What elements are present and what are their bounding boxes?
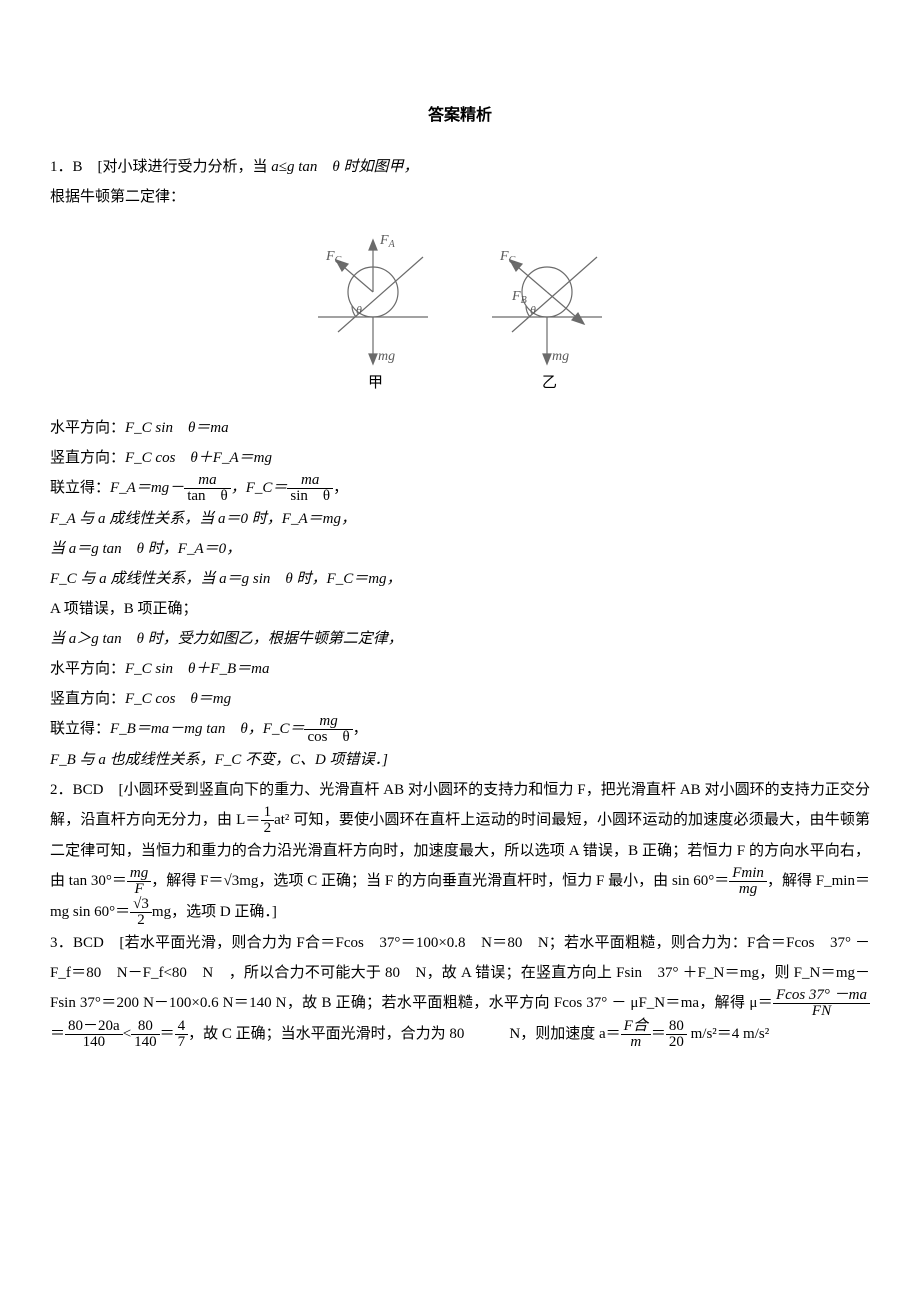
frac-den: 7 [175, 1035, 189, 1050]
q1-fb-text: F_B 与 a 也成线性关系，F_C 不变，C、D 项错误．] [50, 752, 388, 768]
frac-num: ma [287, 473, 333, 489]
q1-horiz-eq: F_C sin θ＝ma [125, 420, 229, 436]
q1-vert-eq: F_C cos θ＋F_A＝mg [125, 450, 272, 466]
q3-eq2: ＝ [160, 1026, 175, 1042]
frac-ma-tan: matan θ [184, 473, 231, 504]
frac-num: ma [184, 473, 231, 489]
frac-mu2: 80－20a140 [65, 1019, 123, 1050]
q1-horiz-label: 水平方向： [50, 420, 125, 436]
q2-after2: ，解得 F＝√3mg，选项 C 正确；当 F 的方向垂直光滑直杆时，恒力 F 最… [151, 873, 729, 889]
frac-a1: F合m [621, 1019, 651, 1050]
q1-fc-pre: ，F_C＝ [231, 480, 288, 496]
frac-den: cos θ [304, 730, 352, 745]
q1-cond1: a≤g tan θ 时如图甲， [271, 159, 418, 175]
frac-fmin-mg: Fminmg [729, 866, 767, 897]
frac-num: 80 [131, 1019, 160, 1035]
q1-opening: 1．B [对小球进行受力分析，当 [50, 159, 271, 175]
q1-tail2: ， [353, 721, 368, 737]
label-mg-left: mg [378, 349, 395, 364]
q1-vert2-label: 竖直方向： [50, 691, 125, 707]
q1-lianli-label: 联立得： [50, 480, 110, 496]
frac-den: mg [729, 882, 767, 897]
page-title: 答案精析 [50, 100, 870, 132]
q1-line-2: 根据牛顿第二定律： [50, 182, 870, 212]
q1-fc-lin: F_C 与 a 成线性关系，当 a＝g sin θ 时，F_C＝mg， [50, 564, 870, 594]
q1-vert2: 竖直方向：F_C cos θ＝mg [50, 684, 870, 714]
frac-den: FN [773, 1004, 870, 1019]
label-fa: FA [379, 233, 396, 250]
frac-den: 140 [65, 1035, 123, 1050]
q1-tail: ， [333, 480, 348, 496]
frac-half: 12 [261, 805, 275, 836]
figure-yi: FC FB θ mg 乙 [482, 222, 612, 392]
q1-a-eq: 当 a＝g tan θ 时，F_A＝0， [50, 534, 870, 564]
frac-mu4: 47 [175, 1019, 189, 1050]
label-fc-left: FC [325, 249, 342, 266]
frac-mg-f: mgF [127, 866, 151, 897]
frac-num: 80－20a [65, 1019, 123, 1035]
label-fc-right: FC [499, 249, 516, 266]
frac-den: tan θ [184, 489, 231, 504]
frac-num: Fmin [729, 866, 767, 882]
q1-figures: FA FC θ mg 甲 FC FB θ mg 乙 [50, 222, 870, 403]
q1-vert2-eq: F_C cos θ＝mg [125, 691, 231, 707]
q1-horiz: 水平方向：F_C sin θ＝ma [50, 413, 870, 443]
q1-lianli2: 联立得：F_B＝ma－mg tan θ，F_C＝mgcos θ， [50, 714, 870, 745]
q1-horiz2-eq: F_C sin θ＋F_B＝ma [125, 661, 269, 677]
q1-vert-label: 竖直方向： [50, 450, 125, 466]
q2-after4: mg，选项 D 正确．] [152, 904, 277, 920]
frac-mu3: 80140 [131, 1019, 160, 1050]
q3-after-mu: ，故 C 正确；当水平面光滑时，合力为 80 N，则加速度 a＝ [188, 1026, 621, 1042]
frac-num: Fcos 37° －ma [773, 988, 870, 1004]
frac-den: F [127, 882, 151, 897]
frac-mu1: Fcos 37° －maFN [773, 988, 870, 1019]
frac-den: 20 [666, 1035, 687, 1050]
q1-fb-line: F_B 与 a 也成线性关系，F_C 不变，C、D 项错误．] [50, 745, 870, 775]
frac-num: mg [127, 866, 151, 882]
q1-gt: 当 a＞g tan θ 时，受力如图乙，根据牛顿第二定律， [50, 624, 870, 654]
q1-vert: 竖直方向：F_C cos θ＋F_A＝mg [50, 443, 870, 473]
q3-after-a: m/s²＝4 m/s² [687, 1026, 769, 1042]
q2-block: 2．BCD [小圆环受到竖直向下的重力、光滑直杆 AB 对小圆环的支持力和恒力 … [50, 775, 870, 928]
frac-num: 80 [666, 1019, 687, 1035]
frac-a2: 8020 [666, 1019, 687, 1050]
label-fb: FB [511, 289, 527, 306]
q1-lianli: 联立得：F_A＝mg－matan θ，F_C＝masin θ， [50, 473, 870, 504]
q3-eq3: ＝ [651, 1026, 666, 1042]
frac-den: 2 [130, 913, 152, 928]
q3-block: 3．BCD [若水平面光滑，则合力为 F合＝Fcos 37°＝100×0.8 N… [50, 928, 870, 1050]
q1-lianli2-label: 联立得： [50, 721, 110, 737]
frac-den: 140 [131, 1035, 160, 1050]
q1-horiz2: 水平方向：F_C sin θ＋F_B＝ma [50, 654, 870, 684]
caption-yi: 乙 [542, 375, 557, 391]
figure-jia: FA FC θ mg 甲 [308, 222, 438, 392]
q1-fb-eq: F_B＝ma－mg tan θ，F_C＝ [110, 721, 304, 737]
frac-ma-sin: masin θ [287, 473, 333, 504]
q1-horiz2-label: 水平方向： [50, 661, 125, 677]
q3-opening: 3．BCD [若水平面光滑，则合力为 F合＝Fcos 37°＝100×0.8 N… [50, 935, 870, 1011]
q1-ab: A 项错误，B 项正确； [50, 594, 870, 624]
label-theta-right: θ [530, 303, 536, 317]
frac-den: sin θ [287, 489, 333, 504]
frac-den: m [621, 1035, 651, 1050]
frac-den: 2 [261, 821, 275, 836]
frac-num: F合 [621, 1019, 651, 1035]
q1-fa-lin: F_A 与 a 成线性关系，当 a＝0 时，F_A＝mg， [50, 504, 870, 534]
frac-mg-cos: mgcos θ [304, 714, 352, 745]
frac-num: 1 [261, 805, 275, 821]
q1-fa-pre: F_A＝mg－ [110, 480, 184, 496]
label-theta-left: θ [356, 303, 362, 317]
label-mg-right: mg [552, 349, 569, 364]
q1-gt-text: 当 a＞g tan θ 时，受力如图乙，根据牛顿第二定律， [50, 631, 403, 647]
q3-eq1: ＝ [50, 1026, 65, 1042]
frac-sqrt3-2: √32 [130, 897, 152, 928]
q3-lt: < [123, 1026, 131, 1042]
frac-num: √3 [130, 897, 152, 913]
frac-num: mg [304, 714, 352, 730]
frac-num: 4 [175, 1019, 189, 1035]
q1-line-1: 1．B [对小球进行受力分析，当 a≤g tan θ 时如图甲， [50, 152, 870, 182]
caption-jia: 甲 [368, 375, 383, 391]
